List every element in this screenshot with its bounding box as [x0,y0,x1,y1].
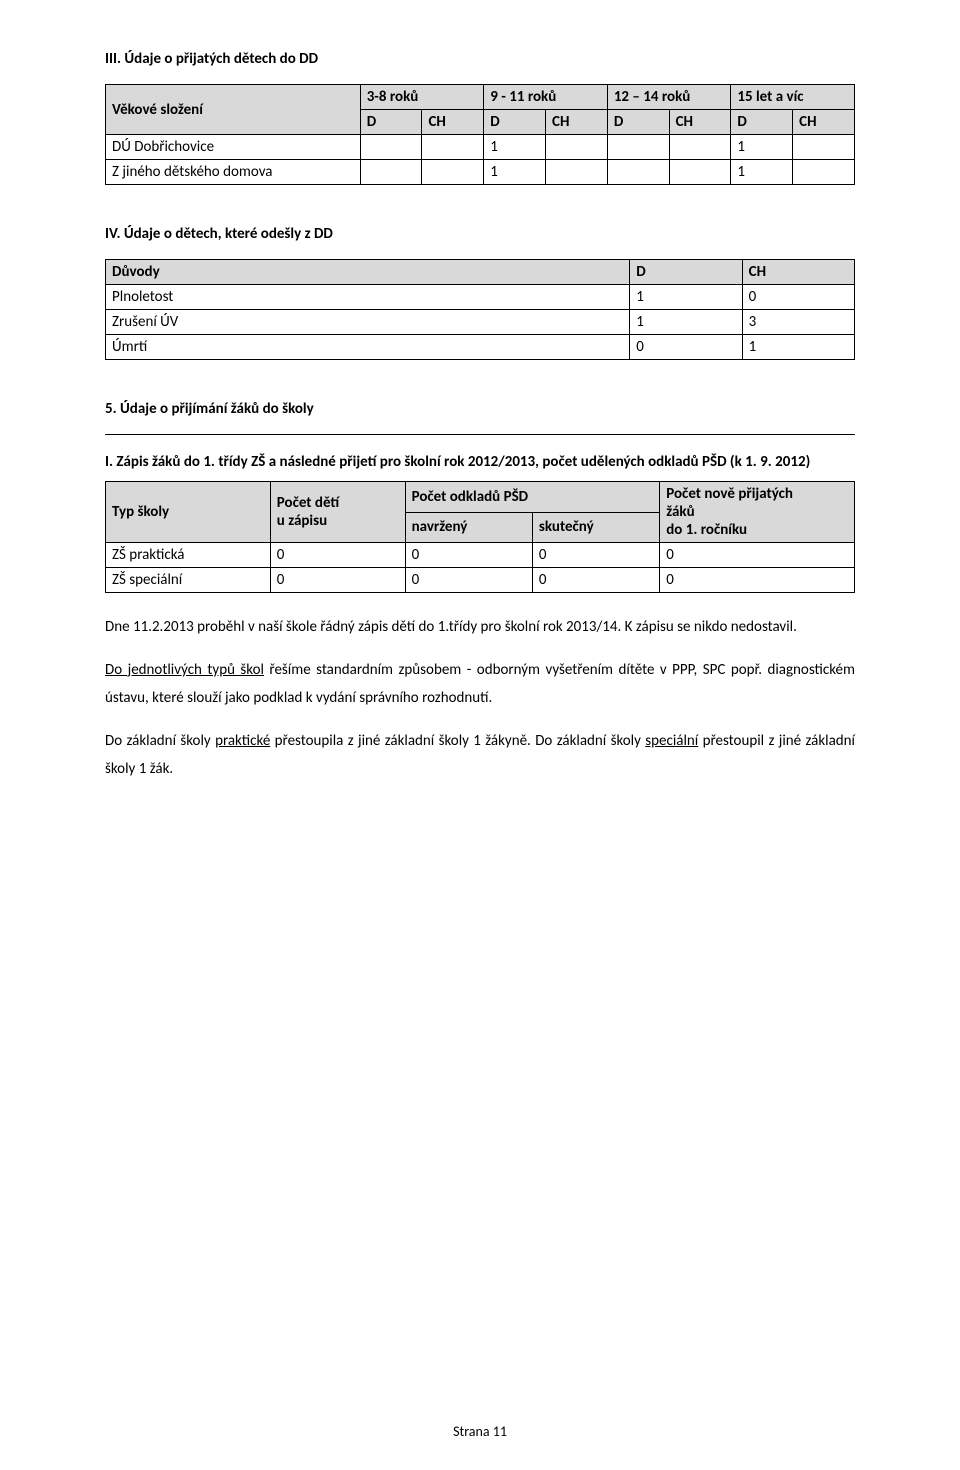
paragraph-3: Do základní školy praktické přestoupila … [105,727,855,784]
col-skutecny: skutečný [532,512,659,543]
page-footer: Strana 11 [0,1423,960,1440]
cell [607,160,669,185]
table-prijate-deti: Věkové složení 3-8 roků 9 - 11 roků 12 –… [105,84,855,185]
col-nove-prijati: Počet nově přijatých žáků do 1. ročníku [660,482,855,543]
cell: 3 [742,310,854,335]
cell: CH [546,110,608,135]
cell: D [360,110,422,135]
col-navrzeny: navržený [405,512,532,543]
cell: 0 [532,568,659,593]
col-g3: 12 – 14 roků [607,85,731,110]
col-odklad: Počet odkladů PŠD [405,482,660,513]
col-vekove-slozeni: Věkové složení [106,85,361,135]
table-zapis: Typ školy Počet dětí u zápisu Počet odkl… [105,481,855,593]
section5-subtitle: I. Zápis žáků do 1. třídy ZŠ a následné … [105,453,855,471]
text: nikdo nedostavil. [694,618,797,636]
cell: 0 [630,335,742,360]
cell: 0 [270,543,405,568]
paragraph-2: Do jednotlivých typů škol řešíme standar… [105,656,855,713]
cell [669,160,731,185]
cell: 1 [630,285,742,310]
section5-title: 5. Údaje o přijímání žáků do školy [105,400,855,418]
section4-title: IV. Údaje o dětech, které odešly z DD [105,225,855,243]
text: přestoupila z jiné základní školy 1 žáky… [270,732,645,750]
cell: 1 [731,160,793,185]
cell: DÚ Dobřichovice [106,135,361,160]
cell [360,135,422,160]
cell [793,135,855,160]
cell [422,160,484,185]
cell [360,160,422,185]
cell: 0 [660,568,855,593]
cell: CH [669,110,731,135]
cell [669,135,731,160]
label: do 1. ročníku [666,521,747,539]
cell: 0 [405,568,532,593]
text-underline: Do jednotlivých typů škol [105,661,264,679]
table-row: Plnoletost 1 0 [106,285,855,310]
cell: ZŠ praktická [106,543,271,568]
text-underline: speciální [645,732,698,750]
cell: 0 [405,543,532,568]
cell: 0 [660,543,855,568]
cell: 1 [630,310,742,335]
cell [607,135,669,160]
table-row: Zrušení ÚV 1 3 [106,310,855,335]
label: u zápisu [277,512,327,530]
col-g4: 15 let a víc [731,85,855,110]
cell: D [484,110,546,135]
label: žáků [666,503,694,521]
cell: 1 [731,135,793,160]
table-row: Důvody D CH [106,260,855,285]
table-row: ZŠ speciální 0 0 0 0 [106,568,855,593]
cell: D [731,110,793,135]
text: Do základní školy [105,732,215,750]
table-odesle-deti: Důvody D CH Plnoletost 1 0 Zrušení ÚV 1 … [105,259,855,360]
cell: 0 [742,285,854,310]
section-divider [105,434,855,435]
cell [422,135,484,160]
col-typ-skoly: Typ školy [106,482,271,543]
col-pocet-deti: Počet dětí u zápisu [270,482,405,543]
text: Dne 11.2.2013 proběhl v naší škole řádný… [105,618,690,636]
cell: Plnoletost [106,285,630,310]
cell: Zrušení ÚV [106,310,630,335]
cell: 0 [270,568,405,593]
col-d: D [630,260,742,285]
table-row: ZŠ praktická 0 0 0 0 [106,543,855,568]
cell: 1 [484,160,546,185]
cell [546,135,608,160]
label: Počet dětí [277,494,339,512]
table-row: Z jiného dětského domova 1 1 [106,160,855,185]
cell: 0 [532,543,659,568]
table-row: Věkové složení 3-8 roků 9 - 11 roků 12 –… [106,85,855,110]
cell: 1 [484,135,546,160]
cell: 1 [742,335,854,360]
cell: D [607,110,669,135]
cell: CH [422,110,484,135]
text: řešíme standardním způsobem - odborným v… [264,661,725,679]
paragraph-1: Dne 11.2.2013 proběhl v naší škole řádný… [105,613,855,642]
label: Počet nově přijatých [666,485,793,503]
col-g1: 3-8 roků [360,85,484,110]
col-ch: CH [742,260,854,285]
table-row: Typ školy Počet dětí u zápisu Počet odkl… [106,482,855,513]
col-duvody: Důvody [106,260,630,285]
cell: Z jiného dětského domova [106,160,361,185]
col-g2: 9 - 11 roků [484,85,608,110]
cell: CH [793,110,855,135]
cell: ZŠ speciální [106,568,271,593]
cell [546,160,608,185]
section3-title: III. Údaje o přijatých dětech do DD [105,50,855,68]
table-row: Úmrtí 0 1 [106,335,855,360]
cell [793,160,855,185]
table-row: DÚ Dobřichovice 1 1 [106,135,855,160]
text-underline: praktické [215,732,270,750]
cell: Úmrtí [106,335,630,360]
